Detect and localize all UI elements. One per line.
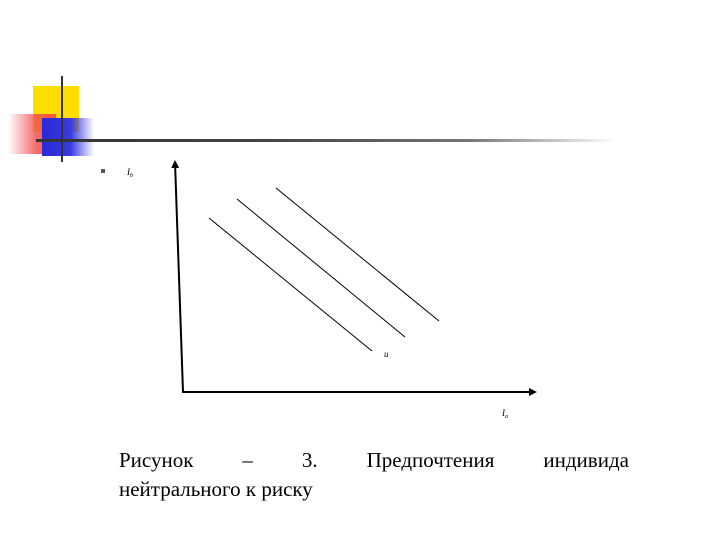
caption-line-1: Рисунок – 3. Предпочтения индивида (119, 446, 629, 475)
title-rule (36, 139, 616, 142)
caption-line-2: нейтрального к риску (119, 477, 313, 501)
figure-caption: Рисунок – 3. Предпочтения индивида нейтр… (119, 446, 629, 504)
indifference-line-1 (208, 217, 373, 352)
caption-word-3: 3. (301, 448, 318, 472)
indifference-line-3 (275, 187, 440, 322)
caption-word-5: индивида (543, 448, 629, 472)
x-axis-label: Ia (501, 408, 508, 420)
y-axis-label: Ib (126, 167, 133, 179)
indifference-line-2 (236, 198, 406, 338)
decor-vertical-line (61, 76, 63, 162)
caption-word-4: Предпочтения (366, 448, 495, 472)
curve-label: u (384, 349, 389, 359)
decor-blue-square (42, 118, 94, 156)
bullet-icon (101, 169, 105, 173)
caption-word-1: Рисунок (119, 448, 194, 472)
y-axis (171, 160, 184, 393)
caption-word-2: – (242, 448, 253, 472)
